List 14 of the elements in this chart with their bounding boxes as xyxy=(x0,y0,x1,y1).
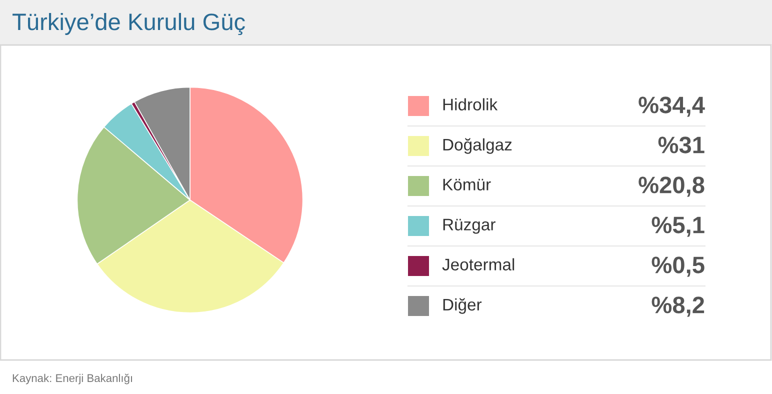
legend-label: Jeotermal xyxy=(442,258,514,270)
data-label: %0,5 xyxy=(652,256,704,277)
text: Kaynak: Enerji Bakanlığı xyxy=(12,374,132,384)
legend-label: Rüzgar xyxy=(443,218,496,234)
data-label: %31 xyxy=(658,136,704,154)
legend-label: Hidrolik xyxy=(443,98,498,110)
data-label: %34,4 xyxy=(638,96,705,117)
legend-label: Doğalgaz xyxy=(443,138,512,154)
data-label: %20,8 xyxy=(638,176,704,197)
chart-title: Türkiye’de Kurulu Güç xyxy=(12,12,245,36)
data-label: %5,1 xyxy=(652,216,704,237)
data-label: %8,2 xyxy=(652,296,704,317)
legend-label: Diğer xyxy=(443,298,482,314)
legend-label: Kömür xyxy=(443,178,491,190)
